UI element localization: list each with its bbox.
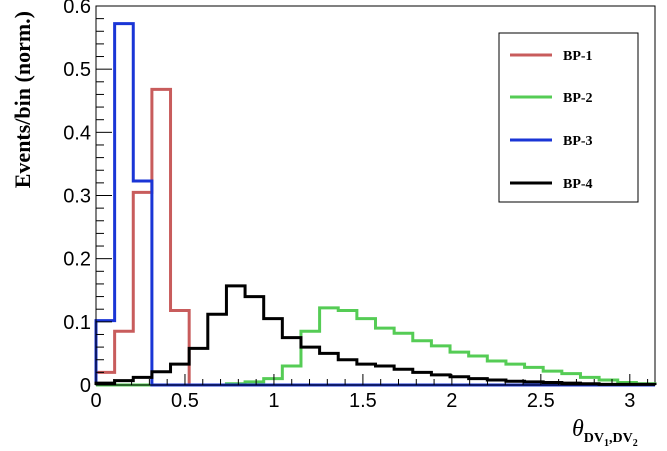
x-axis-title: θDV1,DV2 — [572, 416, 638, 449]
y-axis-title: Events/bin (norm.) — [10, 11, 35, 188]
y-tick-label: 0 — [80, 375, 91, 397]
x-axis-title-main: θ — [572, 416, 584, 442]
legend-label-bp-2: BP-2 — [563, 91, 593, 106]
series-line-bp-4 — [94, 284, 657, 386]
x-tick-label: 0.5 — [171, 390, 199, 412]
y-tick-label: 0.5 — [63, 59, 91, 81]
x-tick-label: 2 — [446, 390, 457, 412]
ticks-layer: 0 0.5 1 1.5 2 2.5 3 0 0.1 0.2 0.3 0.4 0.5 0.6 — [63, 0, 649, 412]
x-tick-label: 1.5 — [349, 390, 377, 412]
legend-entry-bp-4: BP-4 — [510, 177, 593, 192]
x-tick-label: 1 — [268, 390, 279, 412]
x-axis-title-sub-mid: ,DV — [609, 431, 633, 446]
x-axis-title-sub-2: 2 — [633, 438, 638, 449]
y-tick-label: 0.2 — [63, 249, 91, 271]
legend-entry-bp-1: BP-1 — [510, 49, 593, 64]
legend-label-bp-1: BP-1 — [563, 49, 593, 64]
y-tick-label: 0.3 — [63, 186, 91, 208]
legend-label-bp-4: BP-4 — [563, 177, 593, 192]
x-axis-title-sub-prefix: DV — [584, 431, 604, 446]
x-axis-title-sub-1: 1 — [604, 438, 609, 449]
y-tick-label: 0.6 — [63, 0, 91, 18]
legend-box — [498, 32, 639, 203]
x-tick-label: 2.5 — [527, 390, 555, 412]
x-tick-label: 0 — [90, 390, 101, 412]
y-tick-label: 0.4 — [63, 122, 91, 144]
y-tick-label: 0.1 — [63, 312, 91, 334]
x-tick-label: 3 — [624, 390, 635, 412]
legend-entry-bp-3: BP-3 — [510, 134, 593, 149]
legend-label-bp-3: BP-3 — [563, 134, 593, 149]
legend: BP-1 BP-2 BP-3 BP-4 — [498, 32, 639, 203]
legend-entry-bp-2: BP-2 — [510, 91, 593, 106]
